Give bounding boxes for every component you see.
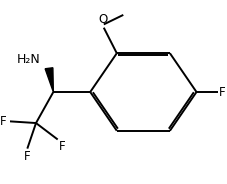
Text: F: F <box>59 140 65 153</box>
Polygon shape <box>45 68 53 92</box>
Text: F: F <box>24 150 30 162</box>
Text: H₂N: H₂N <box>17 53 40 66</box>
Text: F: F <box>0 115 7 128</box>
Text: F: F <box>218 86 225 98</box>
Text: O: O <box>98 13 107 26</box>
